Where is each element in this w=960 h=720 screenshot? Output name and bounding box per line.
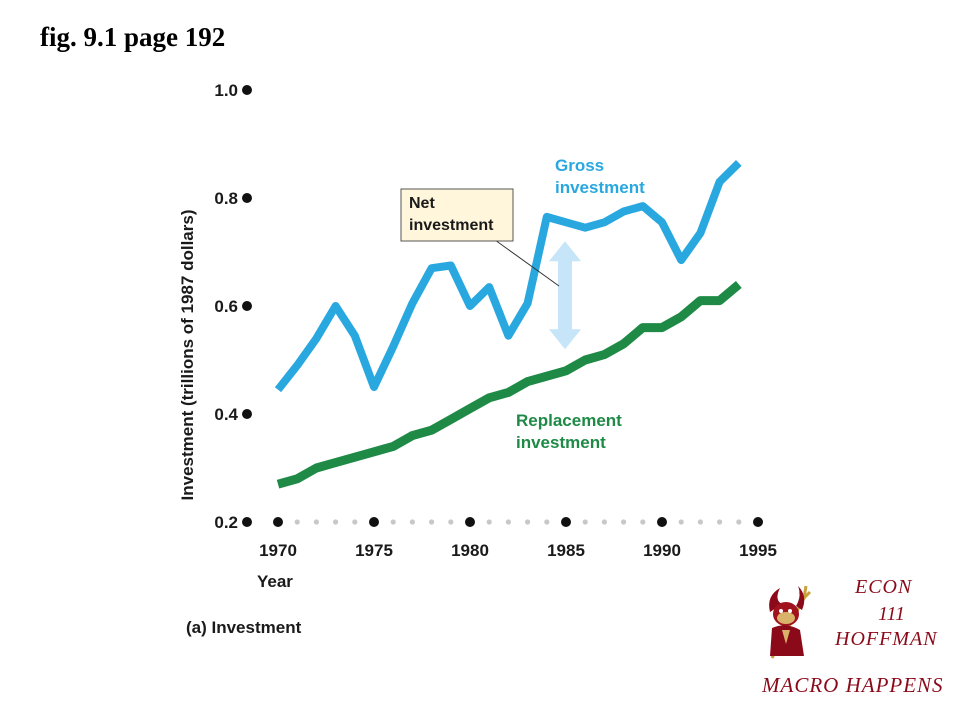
x-axis-minor-dot	[678, 519, 684, 525]
gross-investment-label: Gross	[555, 156, 604, 175]
net-investment-leader-line	[494, 239, 560, 287]
x-tick-label: 1990	[643, 541, 681, 560]
x-axis-minor-dot	[486, 519, 492, 525]
net-investment-label: investment	[409, 217, 494, 234]
logo-tagline: MACRO HAPPENS	[762, 673, 944, 697]
net-investment-arrow-shaft	[558, 255, 572, 336]
x-axis-minor-dot	[429, 519, 435, 525]
y-tick-label: 1.0	[214, 81, 238, 100]
x-tick-label: 1970	[259, 541, 297, 560]
x-axis-minor-dot	[409, 519, 415, 525]
x-axis-minor-dot	[448, 519, 454, 525]
net-investment-arrow-head-up	[549, 241, 581, 262]
y-tick-label: 0.6	[214, 297, 238, 316]
y-tick-label: 0.4	[214, 405, 238, 424]
net-investment-label-box	[400, 188, 514, 242]
y-tick-dot	[242, 517, 252, 527]
logo-instructor: HOFFMAN	[835, 628, 938, 650]
x-tick-label: 1985	[547, 541, 585, 560]
replacement-investment-label: investment	[516, 433, 606, 452]
y-tick-label: 0.2	[214, 513, 238, 532]
x-axis-major-dot	[465, 517, 475, 527]
x-axis-major-dot	[561, 517, 571, 527]
net-investment-label: Net	[409, 195, 435, 212]
net-investment-arrow-head-down	[549, 329, 581, 350]
logo-course-number: 111	[878, 603, 906, 625]
gross-investment-line	[274, 160, 742, 393]
x-axis-minor-dot	[390, 519, 396, 525]
x-axis-minor-dot	[736, 519, 742, 525]
svg-text:Investment (trillions of 1987: Investment (trillions of 1987 dollars)	[178, 210, 197, 501]
x-tick-label: 1980	[451, 541, 489, 560]
replacement-investment-line	[276, 280, 742, 489]
x-axis-minor-dot	[697, 519, 704, 525]
y-axis-title: Investment (trillions of 1987 dollars)	[178, 210, 197, 501]
x-axis-minor-dot	[601, 519, 608, 525]
y-tick-dot	[242, 409, 252, 419]
x-axis-minor-dot	[294, 519, 300, 525]
x-axis-minor-dot	[717, 519, 723, 525]
x-axis-minor-dot	[582, 519, 588, 525]
x-axis-minor-dot	[505, 519, 511, 525]
x-axis-minor-dot	[525, 519, 531, 525]
x-axis-minor-dot	[333, 519, 339, 525]
sun-devil-mascot-icon	[769, 585, 812, 659]
y-tick-label: 0.8	[214, 189, 238, 208]
replacement-investment-label: Replacement	[516, 411, 622, 430]
x-axis-major-dot	[657, 517, 667, 527]
x-tick-label: 1975	[355, 541, 393, 560]
logo-econ: ECON	[855, 576, 913, 598]
x-axis-major-dot	[273, 517, 283, 527]
x-axis-major-dot	[753, 517, 763, 527]
panel-label: (a) Investment	[186, 618, 302, 637]
x-axis-major-dot	[369, 517, 379, 527]
page-title: fig. 9.1 page 192	[40, 22, 226, 52]
x-axis-minor-dot	[621, 519, 627, 525]
x-tick-label: 1995	[739, 541, 777, 560]
gross-investment-label: investment	[555, 178, 645, 197]
x-axis-minor-dot	[544, 519, 550, 525]
y-tick-dot	[242, 85, 252, 95]
y-tick-dot	[242, 193, 252, 203]
x-axis-minor-dot	[352, 519, 358, 525]
x-axis-minor-dot	[640, 519, 646, 525]
y-tick-dot	[242, 301, 252, 311]
x-axis-title: Year	[257, 572, 293, 591]
x-axis-minor-dot	[313, 519, 319, 525]
